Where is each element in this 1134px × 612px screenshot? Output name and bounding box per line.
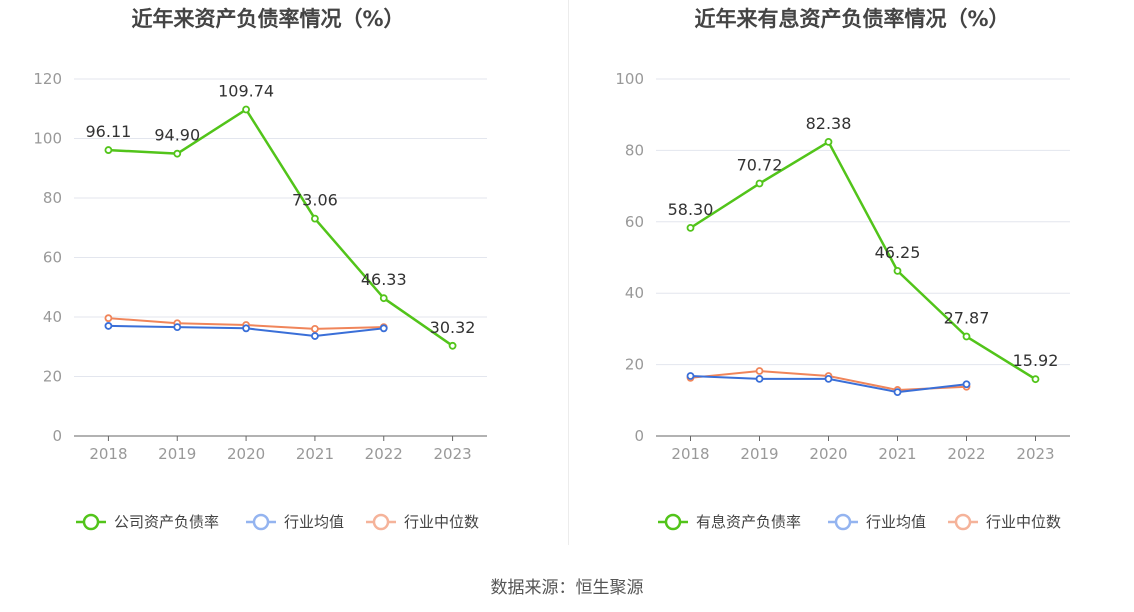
chart-svg-right: 近年来有息资产负债率情况（%） 0 20 40 60 80 100 2018 2019 2020 2… xyxy=(615,7,1070,531)
left-data-label: 94.90 xyxy=(154,126,200,145)
right-legend-marker-industry_median xyxy=(954,513,972,531)
right-point-industry_avg xyxy=(824,374,833,383)
right-data-label: 70.72 xyxy=(737,156,783,175)
right-data-label: 82.38 xyxy=(806,114,852,133)
left-point-industry_avg xyxy=(104,322,113,330)
chart-divider xyxy=(568,0,569,545)
left-point-industry_avg xyxy=(242,324,250,333)
left-legend-label-industry_median: 行业中位数 xyxy=(404,513,479,531)
chart-right: 近年来有息资产负债率情况（%） 0 20 40 60 80 100 2018 2019 2020 2… xyxy=(570,0,1134,545)
right-data-label: 15.92 xyxy=(1013,351,1059,370)
left-point-industry_avg xyxy=(379,324,388,333)
right-legend-marker-company xyxy=(664,513,682,531)
right-point-industry_median xyxy=(755,367,764,375)
left-y-tick-label: 100 xyxy=(33,130,62,148)
right-point-company xyxy=(893,266,902,275)
right-point-industry_avg xyxy=(686,372,695,380)
right-legend-label-company: 有息资产负债率 xyxy=(696,513,801,531)
left-x-tick-label: 2021 xyxy=(296,445,334,463)
left-series-line-company xyxy=(108,108,454,347)
right-data-label: 27.87 xyxy=(944,309,990,328)
left-legend-label-industry_avg: 行业均值 xyxy=(284,513,344,531)
right-y-tick-label: 20 xyxy=(625,356,644,374)
left-legend-marker-industry_median xyxy=(372,513,390,531)
right-y-tick-label: 0 xyxy=(634,427,644,445)
chart-left: 近年来资产负债率情况（%） 0 20 40 60 80 100 120 2018 2019 2020… xyxy=(0,0,567,545)
right-point-company xyxy=(824,138,833,146)
left-legend-marker-company xyxy=(82,513,100,531)
left-point-industry_median xyxy=(311,324,319,333)
left-data-label: 109.74 xyxy=(218,82,274,101)
right-x-tick-label: 2023 xyxy=(1016,445,1054,463)
right-point-industry_avg xyxy=(962,380,971,389)
chart-svg-left: 近年来资产负债率情况（%） 0 20 40 60 80 100 120 2018 2019 2020… xyxy=(33,7,487,531)
right-point-company xyxy=(686,223,695,232)
left-point-industry_avg xyxy=(311,332,319,340)
source-text: 数据来源：恒生聚源 xyxy=(490,578,644,598)
right-point-industry_avg xyxy=(755,374,764,383)
left-x-tick-label: 2023 xyxy=(433,445,471,463)
left-point-company xyxy=(104,146,113,154)
left-data-label: 96.11 xyxy=(86,122,132,141)
left-x-tick-label: 2019 xyxy=(158,445,196,463)
right-x-tick-label: 2019 xyxy=(740,445,778,463)
left-point-company xyxy=(379,294,388,303)
left-y-tick-label: 20 xyxy=(43,368,62,386)
right-x-tick-label: 2022 xyxy=(947,445,985,463)
left-x-tick-label: 2018 xyxy=(89,445,127,463)
left-y-tick-label: 120 xyxy=(33,70,62,88)
right-y-tick-label: 40 xyxy=(625,284,644,302)
right-x-tick-label: 2020 xyxy=(809,445,847,463)
right-point-industry_avg xyxy=(893,388,902,396)
right-legend-marker-industry_avg xyxy=(834,513,852,531)
right-point-company xyxy=(755,179,764,188)
left-point-industry_median xyxy=(104,314,113,323)
right-y-tick-label: 100 xyxy=(615,70,644,88)
left-x-tick-label: 2020 xyxy=(227,445,265,463)
right-point-company xyxy=(1031,375,1040,384)
left-point-company xyxy=(448,341,457,350)
left-chart-title: 近年来资产负债率情况（%） xyxy=(131,7,404,31)
left-data-label: 30.32 xyxy=(430,318,476,337)
left-y-tick-label: 40 xyxy=(43,308,62,326)
right-y-tick-label: 80 xyxy=(625,141,644,159)
right-x-tick-label: 2021 xyxy=(878,445,916,463)
left-data-label: 46.33 xyxy=(361,270,407,289)
right-x-tick-label: 2018 xyxy=(671,445,709,463)
left-point-company xyxy=(242,105,250,114)
right-point-company xyxy=(962,332,971,341)
left-point-company xyxy=(173,149,182,158)
right-data-label: 58.30 xyxy=(668,200,714,219)
left-y-tick-label: 60 xyxy=(43,249,62,267)
right-legend-label-industry_median: 行业中位数 xyxy=(986,513,1061,531)
left-y-tick-label: 80 xyxy=(43,189,62,207)
left-legend-label-company: 公司资产负债率 xyxy=(114,513,219,531)
right-legend-label-industry_avg: 行业均值 xyxy=(866,513,926,531)
left-data-label: 73.06 xyxy=(292,191,338,210)
left-point-industry_avg xyxy=(173,323,182,332)
left-legend-marker-industry_avg xyxy=(252,513,270,531)
left-y-tick-label: 0 xyxy=(52,427,62,445)
right-y-tick-label: 60 xyxy=(625,213,644,231)
left-x-tick-label: 2022 xyxy=(365,445,403,463)
left-point-company xyxy=(311,214,319,223)
right-series-line-company xyxy=(689,140,1037,381)
right-data-label: 46.25 xyxy=(875,243,921,262)
right-chart-title: 近年来有息资产负债率情况（%） xyxy=(694,7,1009,31)
